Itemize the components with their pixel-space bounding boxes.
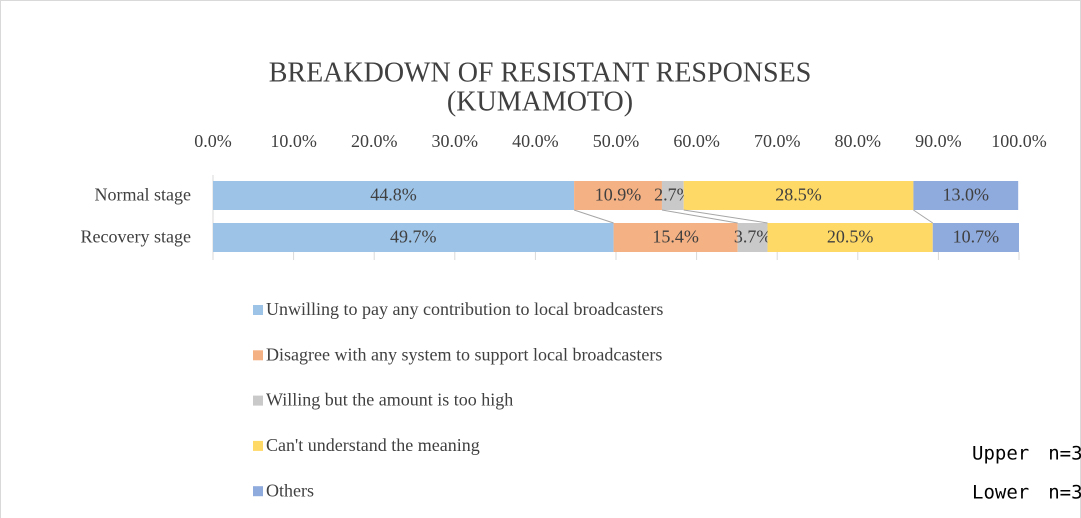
legend-label: Unwilling to pay any contribution to loc… — [266, 299, 663, 319]
legend-swatch — [253, 440, 263, 451]
data-label: 28.5% — [775, 185, 822, 205]
x-tick-label: 50.0% — [593, 131, 640, 151]
bar-segment — [767, 223, 933, 252]
legend-swatch — [253, 305, 263, 315]
data-label: 44.8% — [370, 185, 417, 205]
bar-segment — [661, 181, 684, 210]
series-line — [913, 209, 934, 224]
x-tick-label: 60.0% — [673, 131, 720, 151]
x-tick-label: 20.0% — [351, 131, 398, 151]
bar-segment — [613, 223, 738, 252]
x-tick-label: 70.0% — [754, 131, 801, 151]
bar-segment — [213, 223, 614, 252]
legend-label: Can't understand the meaning — [266, 435, 480, 455]
data-label: 10.7% — [953, 227, 1000, 247]
series-line — [683, 209, 768, 224]
legend-swatch — [253, 395, 263, 406]
bar-segment — [932, 223, 1019, 252]
x-tick-label: 90.0% — [915, 131, 962, 151]
x-tick-label: 80.0% — [835, 131, 882, 151]
bar-segment — [574, 181, 662, 210]
x-tick-label: 100.0% — [991, 131, 1047, 151]
bar-segment — [683, 181, 914, 210]
y-tick-label: Recovery stage — [81, 227, 191, 247]
data-label: 13.0% — [943, 185, 990, 205]
legend-label: Willing but the amount is too high — [266, 390, 513, 410]
data-label: 15.4% — [652, 227, 699, 247]
x-tick-label: 40.0% — [512, 131, 559, 151]
chart-title: BREAKDOWN OF RESISTANT RESPONSES — [269, 57, 812, 88]
chart-title: (KUMAMOTO) — [447, 86, 633, 117]
series-line — [573, 209, 614, 224]
data-label: 10.9% — [595, 185, 642, 205]
legend-label: Others — [266, 480, 314, 500]
data-label: 2.7% — [654, 185, 692, 205]
legend-swatch — [253, 486, 263, 497]
legend-label: Disagree with any system to support loca… — [266, 344, 662, 364]
x-tick-label: 30.0% — [432, 131, 479, 151]
bar-segment — [213, 181, 575, 210]
bar-segment — [913, 181, 1019, 210]
legend-swatch — [253, 350, 263, 361]
series-line — [661, 209, 738, 224]
annotation: Lower n=311 — [972, 482, 1081, 504]
data-label: 49.7% — [390, 227, 437, 247]
x-tick-label: 10.0% — [270, 131, 317, 151]
bar-segment — [737, 223, 768, 252]
x-tick-label: 0.0% — [194, 131, 232, 151]
y-tick-label: Normal stage — [95, 185, 191, 205]
data-label: 20.5% — [827, 227, 874, 247]
data-label: 3.7% — [734, 227, 772, 247]
annotation: Upper n=363 — [972, 443, 1081, 465]
